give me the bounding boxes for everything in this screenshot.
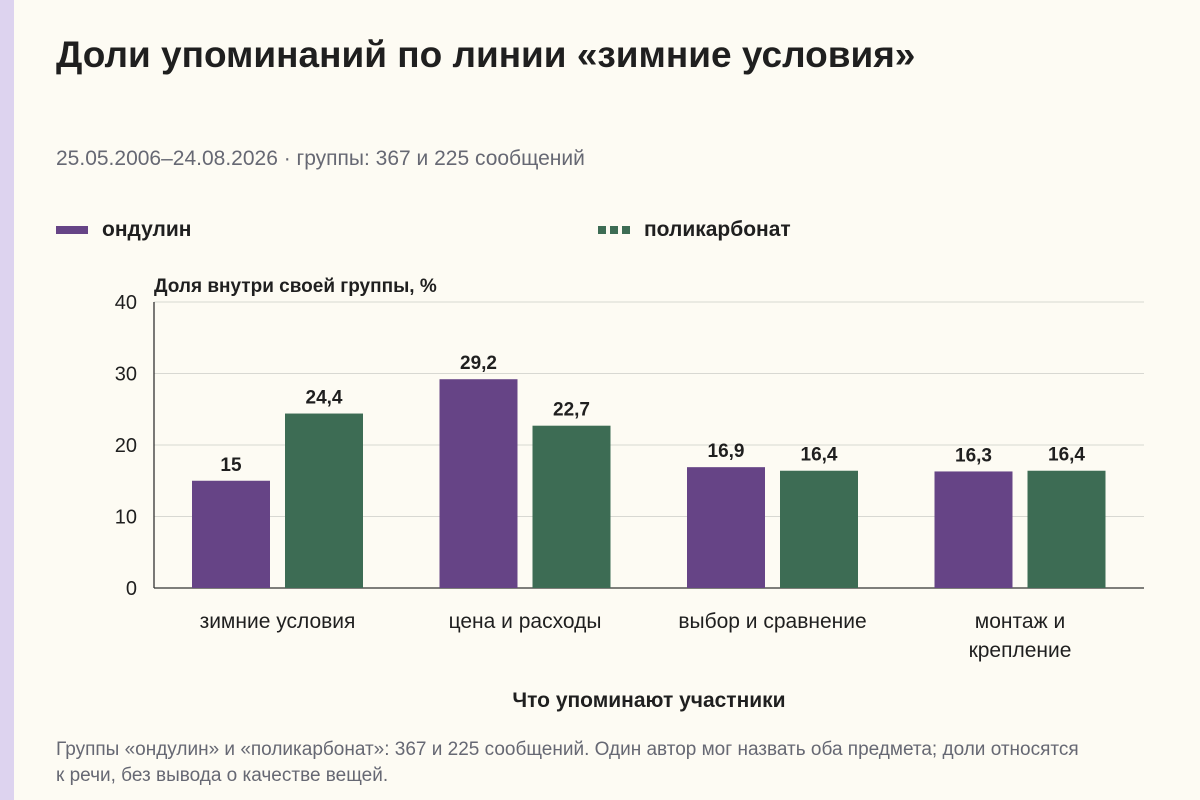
data-label: 24,4	[306, 388, 343, 409]
bar-ondulin	[934, 471, 1013, 588]
bar-ondulin	[439, 379, 518, 588]
x-tick-label: выбор и сравнение	[678, 610, 866, 633]
data-label: 29,2	[460, 353, 497, 374]
data-label: 16,3	[955, 445, 992, 466]
x-tick-label: монтаж и	[975, 610, 1065, 633]
bar-polycarbonate	[532, 425, 611, 588]
bar-polycarbonate	[285, 413, 363, 588]
x-tick-label: цена и расходы	[449, 610, 602, 633]
y-tick-label: 30	[115, 364, 137, 386]
data-label: 16,4	[801, 445, 838, 466]
y-tick-label: 20	[115, 435, 137, 457]
bar-ondulin	[192, 480, 270, 588]
chart-subtitle: 25.05.2006–24.08.2026 · группы: 367 и 22…	[56, 147, 585, 170]
y-tick-label: 10	[115, 507, 137, 529]
legend-swatch-ondulin	[56, 226, 88, 234]
footnote: Группы «ондулин» и «поликарбонат»: 367 и…	[56, 739, 1079, 786]
data-label: 15	[220, 455, 242, 476]
x-tick-label: крепление	[969, 639, 1072, 662]
y-tick-label: 0	[126, 578, 137, 600]
legend-swatch-polycarbonate	[598, 226, 630, 234]
bar-polycarbonate	[1027, 470, 1106, 588]
legend-label-polycarbonate: поликарбонат	[644, 218, 791, 241]
bar-polycarbonate	[780, 470, 858, 588]
legend-label-ondulin: ондулин	[102, 218, 192, 241]
x-tick-label: зимние условия	[200, 610, 356, 633]
y-tick-label: 40	[115, 292, 137, 314]
data-label: 16,4	[1048, 445, 1085, 466]
legend-item-polycarbonate: поликарбонат	[598, 218, 791, 242]
chart-title: Доли упоминаний по линии «зимние условия…	[56, 34, 916, 75]
legend-item-ondulin: ондулин	[56, 218, 191, 242]
bar-ondulin	[687, 467, 765, 588]
data-label: 22,7	[553, 400, 590, 421]
x-axis-title: Что упоминают участники	[512, 689, 785, 712]
y-axis-title: Доля внутри своей группы, %	[154, 276, 437, 297]
data-label: 16,9	[708, 441, 745, 462]
left-accent-strip	[0, 0, 14, 800]
